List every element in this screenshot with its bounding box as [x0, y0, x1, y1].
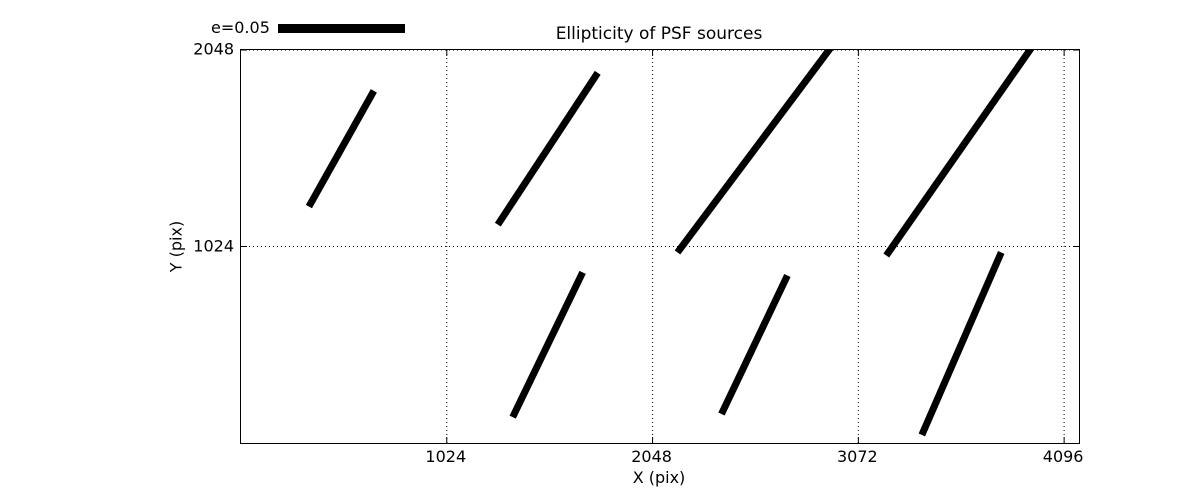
y-tick-label: 2048 — [193, 39, 234, 59]
ellipticity-whisker — [494, 70, 601, 227]
ellipticity-whisker — [674, 50, 834, 255]
legend-label: e=0.05 — [211, 18, 270, 37]
x-tick-label: 4096 — [1042, 447, 1084, 466]
legend: e=0.05 — [211, 17, 405, 39]
ellipticity-whisker — [509, 270, 586, 419]
plot-canvas — [241, 50, 1079, 443]
x-tick-label: 3072 — [836, 447, 878, 466]
x-tick-label: 1024 — [425, 447, 467, 466]
ellipticity-whisker — [305, 89, 377, 209]
legend-line-sample — [277, 23, 405, 33]
ellipticity-whisker — [918, 251, 1005, 437]
ellipticity-whisker — [883, 50, 1035, 258]
chart-title: Ellipticity of PSF sources — [555, 24, 763, 44]
ellipticity-whisker — [718, 273, 791, 416]
x-axis-label: X (pix) — [632, 468, 686, 487]
x-tick-label: 2048 — [631, 447, 672, 466]
y-axis-label: Y (pix) — [166, 220, 186, 273]
plot-area — [240, 49, 1080, 444]
y-tick-label: 1024 — [193, 236, 234, 255]
